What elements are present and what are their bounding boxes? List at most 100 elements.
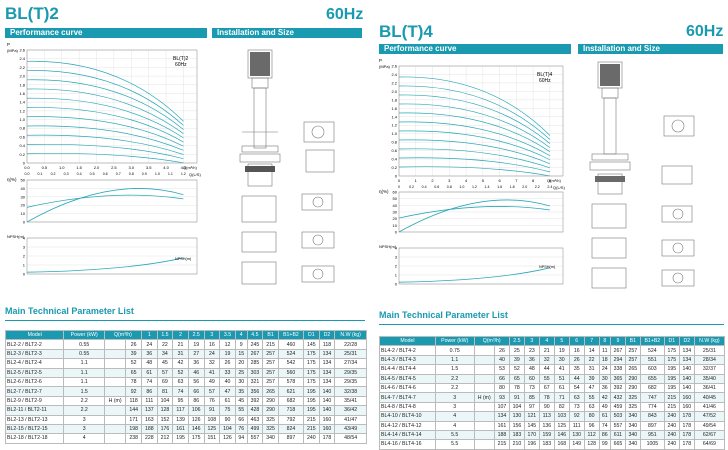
x2-tick-label: 0.8: [447, 185, 452, 189]
y-tick-label: 0.4: [391, 157, 397, 162]
value-cell: 55: [583, 392, 600, 403]
value-cell: 557: [609, 420, 626, 431]
npsh-tick-label: 2: [23, 254, 26, 259]
head-curve: [398, 76, 551, 136]
value-cell: 125: [203, 423, 221, 435]
x-tick-label: 3: [448, 178, 451, 183]
y-tick-label: 0.8: [19, 126, 25, 131]
value-cell: H (m): [473, 392, 495, 403]
value-cell: 21: [538, 345, 555, 356]
value-cell: 325: [624, 401, 641, 413]
value-cell: 198: [125, 423, 142, 435]
model-cell: BL4-2 / BLT4-2: [379, 345, 436, 356]
value-cell: 290: [262, 405, 279, 416]
installation-drawings-right: [589, 61, 695, 289]
value-cell: 66: [187, 386, 205, 397]
y-tick-label: 2.2: [391, 80, 397, 85]
y-axis-label-left: P: [7, 42, 10, 47]
x-tick-label: 1: [415, 178, 418, 183]
column-header: 4: [538, 335, 555, 347]
value-cell: 52: [125, 358, 142, 369]
x2-tick-label: 0.4: [77, 172, 82, 176]
efficiency-tick-label: 40: [21, 186, 26, 191]
x-tick-label: 9: [549, 178, 552, 183]
y-tick-label: 2.0: [391, 89, 397, 94]
value-cell: 28/34: [693, 354, 726, 366]
table-row: BL4-5 / BLT4-5 2.2 66 65 60 55 51 44 39 30 365 290 6…: [379, 373, 726, 384]
value-cell: 1.1: [63, 376, 105, 388]
value-cell: 134: [318, 348, 336, 360]
performance-curve-header-right: Performance curve: [379, 44, 571, 54]
y-tick-label: 0.6: [19, 134, 25, 139]
x2-tick-label: 0.7: [116, 172, 121, 176]
value-cell: 66: [234, 414, 248, 425]
value-cell: 46: [187, 367, 205, 378]
value-cell: 1.1: [434, 354, 475, 366]
value-cell: 175: [663, 354, 680, 366]
column-header: 5: [553, 335, 570, 347]
value-cell: 29/35: [334, 367, 367, 378]
head-curve: [26, 107, 184, 143]
value-cell: 718: [277, 405, 305, 416]
x2-tick-label: 1.2: [472, 185, 477, 189]
series-title-right: BL(T)4: [379, 22, 433, 41]
value-cell: [473, 429, 495, 441]
value-cell: 340: [262, 433, 279, 444]
npsh-tick-label: 3: [395, 255, 398, 260]
value-cell: 33: [219, 367, 236, 378]
value-cell: 57: [203, 386, 221, 397]
performance-chart-right: 2.6 2.4 2.2 2.0 1.8 1.6 1.4 1.2 1.0 0.8 0.6 0.4 0.2 0…: [379, 58, 565, 287]
y-tick-label: 1.6: [19, 91, 25, 96]
model-cell: BL2-4 / BLT2-4: [4, 358, 65, 369]
value-cell: 86: [598, 429, 611, 441]
value-cell: 24: [598, 364, 611, 375]
head-curve: [398, 148, 550, 169]
model-cell: BL2-15 / BLT2-15: [4, 423, 65, 435]
value-cell: 25: [234, 367, 248, 378]
value-cell: [103, 358, 127, 369]
table-row: BL2-4 / BLT2-4 1.1 52 48 45 42 36 32 26 20 285 257 5…: [4, 358, 367, 369]
value-cell: 161: [493, 420, 510, 431]
value-cell: 215: [262, 339, 279, 350]
column-header: B1+B2: [277, 329, 305, 341]
value-cell: 31: [583, 364, 600, 375]
value-cell: 78: [538, 392, 555, 403]
x-tick-label: 4: [465, 178, 468, 183]
value-cell: 82: [553, 401, 570, 413]
value-cell: 26: [219, 358, 236, 369]
x-tick-label: 0: [398, 178, 401, 183]
performance-curve-header-left: Performance curve: [5, 28, 207, 38]
value-cell: 91: [508, 392, 525, 403]
model-cell: BL4-12 / BLT4-12: [379, 420, 436, 431]
value-cell: 48: [523, 364, 540, 375]
value-cell: [103, 414, 127, 425]
value-cell: 285: [246, 358, 264, 369]
value-cell: 134: [678, 345, 695, 356]
y-tick-label: 1.6: [391, 106, 397, 111]
value-cell: 42: [172, 358, 189, 369]
value-cell: 74: [140, 376, 158, 388]
value-cell: 2.2: [63, 395, 105, 407]
column-header: 3: [203, 329, 221, 341]
model-cell: BL2-3 / BLT2-3: [4, 348, 65, 360]
value-cell: 163: [140, 414, 158, 425]
model-cell: BL4-4 / BLT4-4: [379, 364, 436, 375]
value-cell: 265: [624, 364, 641, 375]
y-tick-label: 1.2: [391, 123, 397, 128]
value-cell: 35/41: [334, 395, 367, 407]
parameter-list-title-left: Main Technical Parameter List: [5, 306, 134, 316]
value-cell: 3: [434, 392, 475, 403]
value-cell: 78: [125, 376, 142, 388]
parameter-list-title-right: Main Technical Parameter List: [379, 310, 508, 320]
value-cell: 32/38: [334, 386, 367, 397]
value-cell: 53: [493, 364, 510, 375]
table-row: BL4-12 / BLT4-12 4 161 156 145 136 125 111 96 74 5…: [379, 420, 726, 431]
column-header: Power (kW): [434, 335, 475, 347]
value-cell: 27/34: [334, 358, 367, 369]
value-cell: 134: [318, 358, 336, 369]
value-cell: 178: [678, 429, 695, 441]
value-cell: 25/31: [693, 345, 726, 356]
value-cell: 78: [508, 382, 525, 394]
value-cell: 897: [639, 420, 665, 431]
model-cell: BL4-10 / BLT4-10: [379, 411, 436, 422]
